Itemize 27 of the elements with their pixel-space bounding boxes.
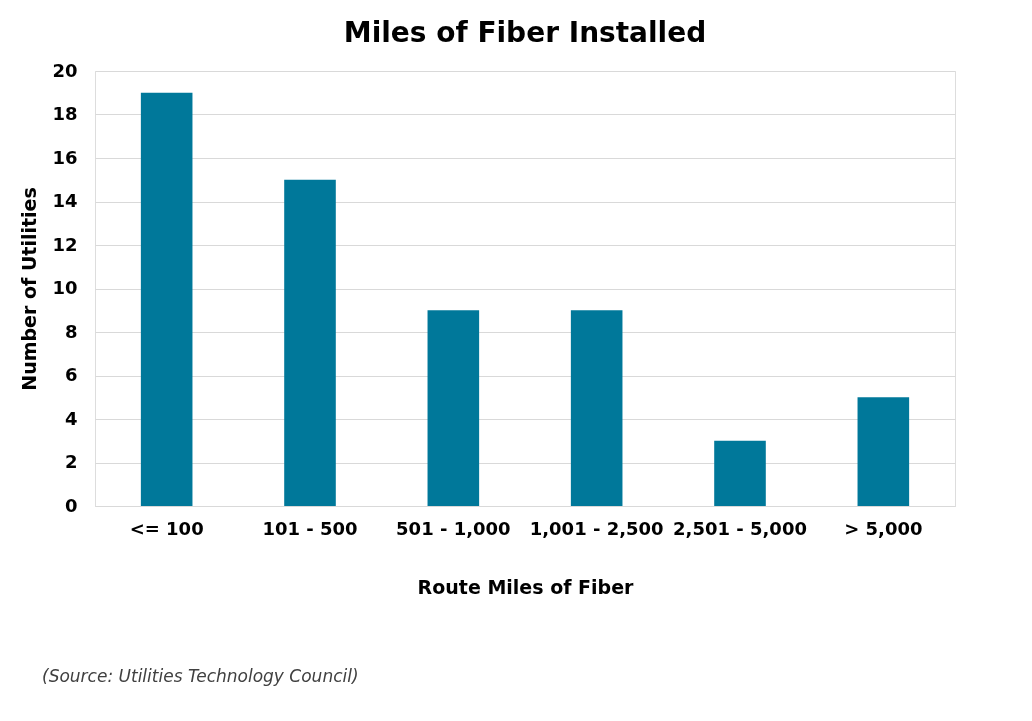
y-tick-label: 10 <box>52 277 78 298</box>
x-tick-label: 1,001 - 2,500 <box>529 517 664 539</box>
chart-title: Miles of Fiber Installed <box>343 16 707 49</box>
y-tick-label: 0 <box>64 494 78 516</box>
x-tick-label: > 5,000 <box>844 517 923 539</box>
x-tick-label: <= 100 <box>129 517 204 539</box>
bar <box>570 310 623 506</box>
y-tick-label: 8 <box>64 320 78 342</box>
y-tick-label: 6 <box>64 364 78 385</box>
bar <box>714 440 766 506</box>
y-tick-label: 2 <box>64 451 78 472</box>
y-tick-label: 20 <box>52 59 78 81</box>
x-tick-label: 501 - 1,000 <box>396 517 511 539</box>
y-tick-label: 16 <box>52 146 78 168</box>
y-tick-label: 12 <box>52 233 78 255</box>
y-tick-label: 14 <box>52 190 78 211</box>
bar <box>427 310 480 506</box>
x-tick-label: 2,501 - 5,000 <box>673 517 807 539</box>
bar <box>140 92 193 506</box>
x-tick-label: 101 - 500 <box>262 517 358 539</box>
y-tick-label: 18 <box>52 103 78 124</box>
text: (Source: Utilities Technology Council) <box>42 666 359 686</box>
y-axis-title: Number of Utilities <box>18 187 41 391</box>
x-axis-title: Route Miles of Fiber <box>417 575 635 598</box>
bar <box>284 179 336 506</box>
y-tick-label: 4 <box>64 407 78 429</box>
bar <box>857 397 910 506</box>
